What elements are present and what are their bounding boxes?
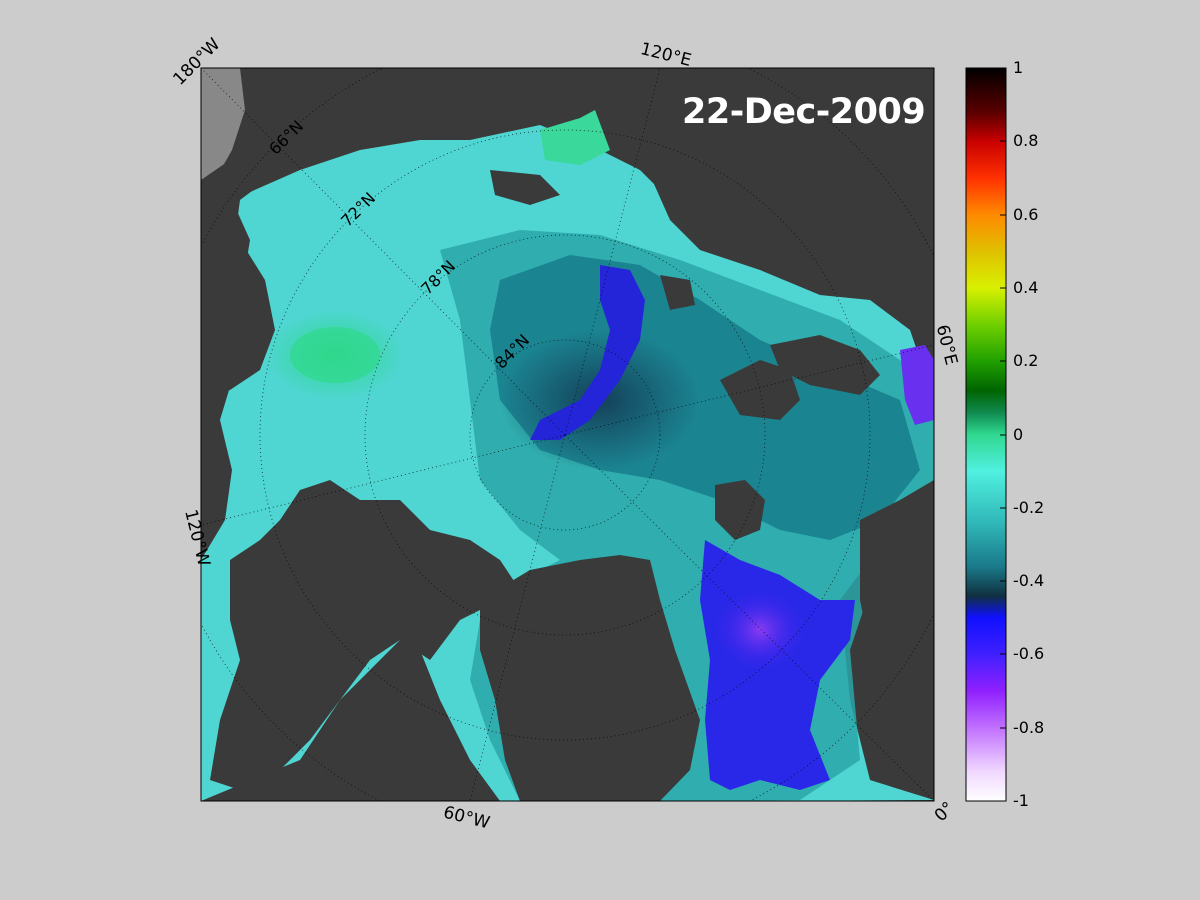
colorbar-tick: -0.4 xyxy=(1013,571,1045,590)
colorbar-tick: 0.2 xyxy=(1013,351,1039,370)
low-core-blue xyxy=(530,265,645,440)
colorbar-tick: 0.6 xyxy=(1013,205,1039,224)
colorbar-tick: -0.2 xyxy=(1013,498,1045,517)
land-siberia xyxy=(420,68,934,300)
colorbar-tick: -0.6 xyxy=(1013,644,1045,663)
pale-land xyxy=(201,68,245,190)
colorbar-gradient xyxy=(965,67,1007,802)
land-alaska xyxy=(201,68,420,270)
colorbar-tick: 0 xyxy=(1013,425,1024,444)
land-greenland xyxy=(480,555,700,801)
colorbar-tick: 0.4 xyxy=(1013,278,1039,297)
colorbar-tick: 0.8 xyxy=(1013,131,1039,150)
colorbar-tick: 1 xyxy=(1013,58,1024,77)
land-archipelago xyxy=(210,480,520,790)
colorbar-tick: -1 xyxy=(1013,791,1029,810)
land-scandinavia xyxy=(860,480,934,700)
colorbar-tick: -0.8 xyxy=(1013,718,1045,737)
map-date: 22-Dec-2009 xyxy=(682,92,926,132)
